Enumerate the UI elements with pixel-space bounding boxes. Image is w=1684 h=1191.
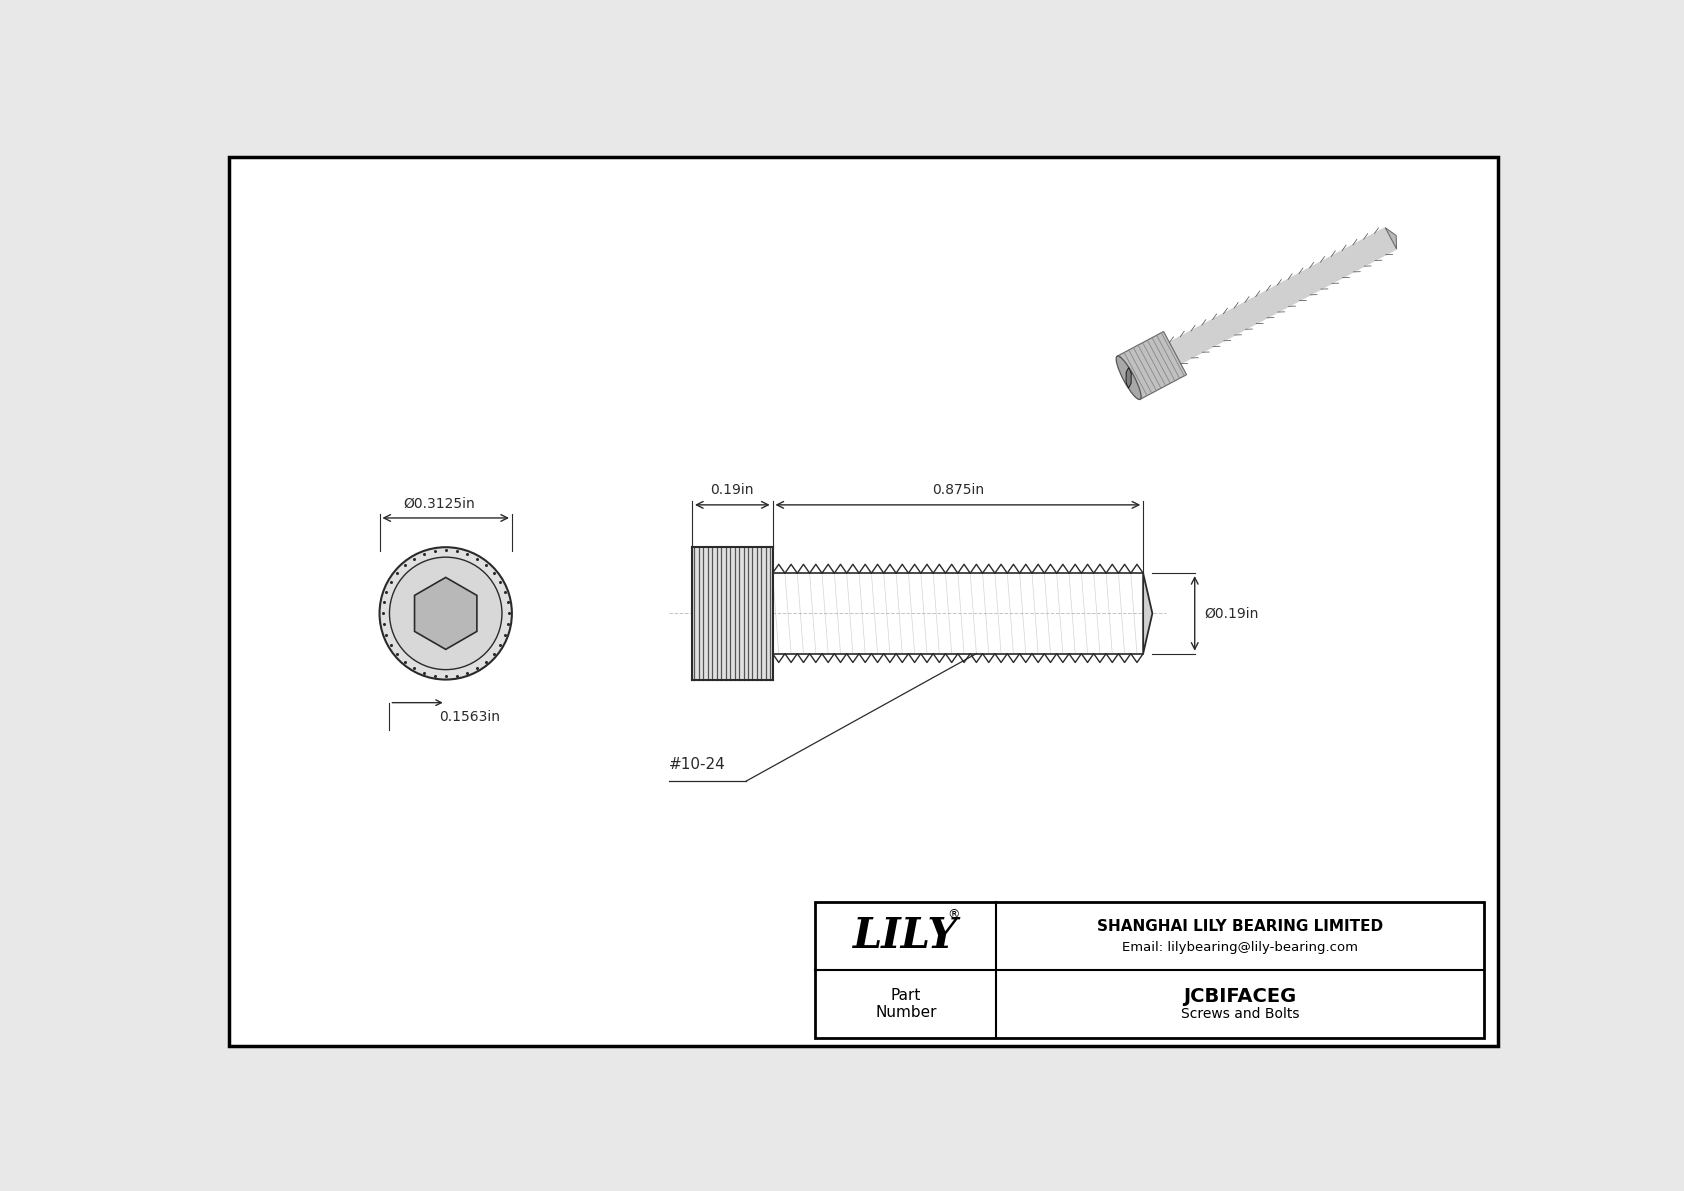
Bar: [773, 573, 1143, 654]
Text: JCBIFACEG: JCBIFACEG: [1184, 987, 1297, 1006]
Text: #10-24: #10-24: [669, 757, 726, 772]
Text: ®: ®: [948, 908, 960, 921]
Text: Ø0.3125in: Ø0.3125in: [402, 497, 475, 510]
Text: 0.875in: 0.875in: [931, 484, 983, 497]
Text: 0.19in: 0.19in: [711, 484, 754, 497]
Bar: [692, 547, 773, 680]
Circle shape: [389, 557, 502, 669]
Text: Ø0.19in: Ø0.19in: [1204, 606, 1258, 621]
Text: LILY: LILY: [854, 915, 958, 958]
Text: Email: lilybearing@lily-bearing.com: Email: lilybearing@lily-bearing.com: [1122, 941, 1357, 954]
Text: Part
Number: Part Number: [876, 989, 936, 1021]
Bar: [815, 902, 1484, 1039]
Polygon shape: [414, 578, 477, 649]
Text: 0.1563in: 0.1563in: [440, 710, 500, 723]
Circle shape: [379, 547, 512, 680]
Text: SHANGHAI LILY BEARING LIMITED: SHANGHAI LILY BEARING LIMITED: [1096, 918, 1383, 934]
Polygon shape: [1143, 573, 1152, 654]
Text: Screws and Bolts: Screws and Bolts: [1180, 1008, 1300, 1021]
